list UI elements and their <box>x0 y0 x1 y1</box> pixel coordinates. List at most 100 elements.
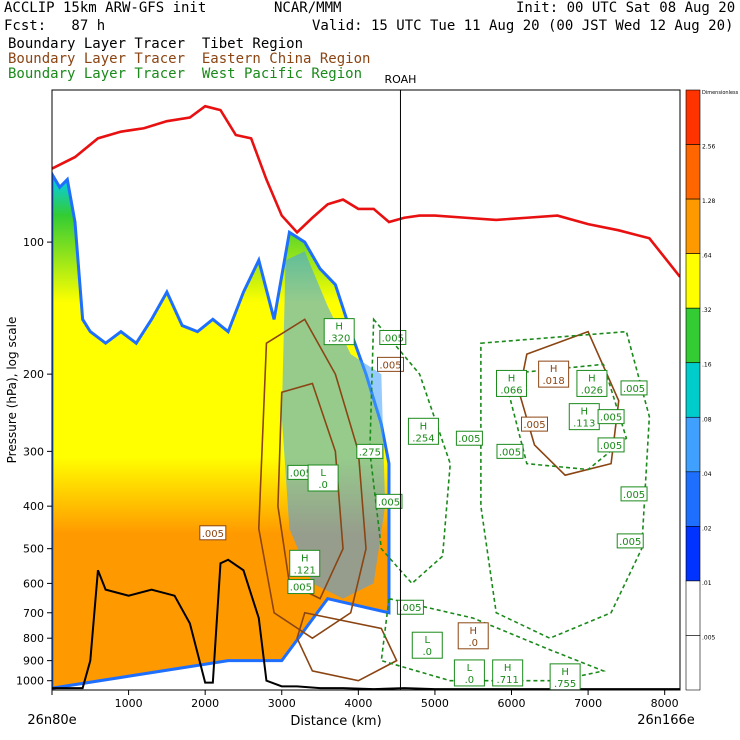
label-box <box>520 416 548 432</box>
contour-value-label: L.0 <box>411 631 443 659</box>
contour-value-label: .005 <box>520 416 548 432</box>
colorbar-tick-label: 1.28 <box>702 198 716 205</box>
y-tick-label: 900 <box>23 655 44 668</box>
init-time: Init: 00 UTC Sat 08 Aug 20 <box>516 0 736 16</box>
label-extremum-letter: H <box>504 663 512 674</box>
label-box <box>379 329 407 345</box>
y-tick-label: 700 <box>23 607 44 620</box>
label-value: .005 <box>623 490 645 501</box>
label-extremum-letter: H <box>508 373 516 384</box>
y-tick-label: 100 <box>23 236 44 249</box>
contour-value-label: H.0 <box>457 622 489 650</box>
label-value: .005 <box>399 603 421 614</box>
legend-west-pacific: Boundary Layer Tracer West Pacific Regio… <box>8 66 363 82</box>
contour-value-label: .005 <box>287 579 315 595</box>
x-tick-label: 1000 <box>115 697 143 710</box>
west-pacific-contour-0 <box>369 317 452 585</box>
west-pacific-contour-1 <box>480 330 651 640</box>
label-box <box>411 631 443 659</box>
label-box <box>199 525 227 541</box>
contour-value-label: .005 <box>199 525 227 541</box>
right-endpoint-label: 26n166e <box>637 713 695 728</box>
contour-value-label: H.320 <box>323 318 355 346</box>
label-box <box>496 443 524 459</box>
contour-value-label: H.018 <box>538 360 570 388</box>
organization: NCAR/MMM <box>274 0 342 16</box>
contour-value-label: H.254 <box>407 417 439 445</box>
y-tick-label: 1000 <box>16 675 44 688</box>
label-box <box>375 493 403 509</box>
label-extremum-letter: H <box>550 364 558 375</box>
label-value: .275 <box>359 447 381 458</box>
label-value: .0 <box>422 647 432 658</box>
label-box <box>538 360 570 388</box>
label-extremum-letter: H <box>581 407 589 418</box>
label-value: .320 <box>328 334 350 345</box>
label-box <box>549 663 581 691</box>
eastern-china-contour-1 <box>277 382 344 600</box>
label-value: .005 <box>290 583 312 594</box>
label-box <box>597 409 625 425</box>
label-extremum-letter: H <box>588 373 596 384</box>
label-value: .005 <box>600 441 622 452</box>
colorbar-tick-label: .32 <box>702 307 712 314</box>
contour-value-label: .275 <box>356 443 384 459</box>
x-axis-label: Distance (km) <box>290 714 381 729</box>
label-box <box>496 369 528 397</box>
label-value: .066 <box>500 385 522 396</box>
contour-value-label: .005 <box>597 437 625 453</box>
colorbar-tick-label: .02 <box>702 525 712 532</box>
label-value: .113 <box>573 419 595 430</box>
label-box <box>492 659 524 687</box>
tropopause-line <box>52 104 680 278</box>
label-extremum-letter: L <box>424 635 430 646</box>
label-box <box>455 430 483 446</box>
colorbar-swatch <box>685 416 701 473</box>
contour-value-label: .005 <box>620 486 648 502</box>
label-value: .005 <box>619 537 641 548</box>
colorbar-swatch <box>685 526 701 582</box>
y-tick-label: 500 <box>23 543 44 556</box>
label-value: .005 <box>290 468 312 479</box>
contour-value-label: .005 <box>496 443 524 459</box>
colorbar-tick-label: .04 <box>702 471 712 478</box>
colorbar-tick-label: .08 <box>702 416 712 423</box>
label-box <box>453 659 485 687</box>
label-box <box>407 417 439 445</box>
eastern-china-contour-0 <box>257 318 367 640</box>
colorbar-tick-label: Dimensionless <box>702 90 739 96</box>
forecast-hour: Fcst: 87 h <box>4 18 106 34</box>
label-box <box>356 443 384 459</box>
legend-eastern-china: Boundary Layer Tracer Eastern China Regi… <box>8 51 371 67</box>
contour-value-label: .005 <box>455 430 483 446</box>
colorbar-swatch <box>685 198 701 254</box>
colorbar-tick-label: .16 <box>702 362 712 369</box>
colorbar-swatch <box>685 89 701 145</box>
label-value: .0 <box>468 638 478 649</box>
label-value: .005 <box>382 333 404 344</box>
colorbar-swatch <box>685 580 701 636</box>
label-extremum-letter: L <box>320 468 326 479</box>
x-tick-label: 5000 <box>421 697 449 710</box>
legend-tibet: Boundary Layer Tracer Tibet Region <box>8 36 304 52</box>
label-value: .755 <box>554 679 576 690</box>
colorbar-tick-label: .64 <box>702 253 712 260</box>
colorbar-swatch <box>685 362 701 418</box>
contour-value-label: H.711 <box>492 659 524 687</box>
label-box <box>616 533 644 549</box>
contour-value-label: H.755 <box>549 663 581 691</box>
label-box <box>396 599 424 615</box>
label-extremum-letter: H <box>469 626 477 637</box>
contour-value-label: .005 <box>616 533 644 549</box>
y-axis-label: Pressure (hPa), log scale <box>5 317 19 464</box>
colorbar-tick-label: .01 <box>702 580 712 587</box>
x-tick-label: 6000 <box>498 697 526 710</box>
y-tick-label: 600 <box>23 577 44 590</box>
label-box <box>568 403 600 431</box>
left-endpoint-label: 26n80e <box>27 713 76 728</box>
colorbar-swatch <box>685 471 701 527</box>
label-value: .005 <box>523 420 545 431</box>
label-box <box>287 579 315 595</box>
label-box <box>307 464 339 492</box>
contour-value-label: .005 <box>620 380 648 396</box>
